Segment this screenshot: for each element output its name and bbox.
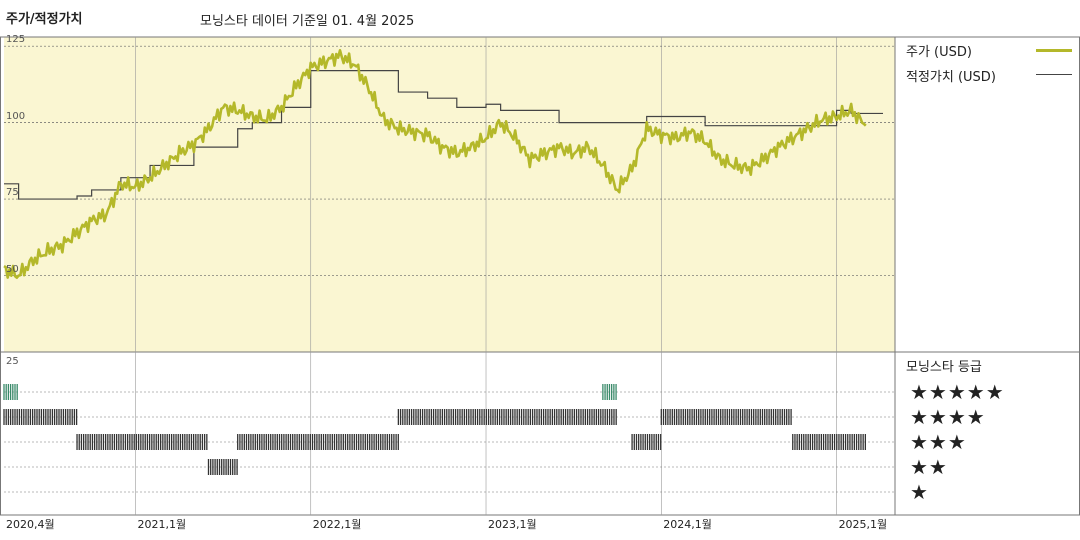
rating-title: 모닝스타 등급 — [906, 360, 982, 375]
rating-bar-3-star — [631, 434, 662, 450]
rating-level-4-stars: ★★★★ — [910, 405, 986, 429]
rating-bar-5-star — [3, 384, 18, 400]
x-tick-label: 2023,1월 — [488, 518, 537, 531]
rating-bar-3-star — [76, 434, 208, 450]
legend-fair-value-swatch — [1036, 74, 1072, 75]
rating-bar-3-star — [237, 434, 399, 450]
rating-bar-5-star — [602, 384, 617, 400]
rating-level-1-stars: ★ — [910, 480, 929, 504]
rating-bar-4-star — [3, 409, 78, 425]
rating-bar-3-star — [792, 434, 867, 450]
chart-background — [0, 36, 1080, 516]
rating-plot-area — [4, 352, 895, 515]
chart-series — [3, 49, 883, 279]
y-tick-label: 125 — [6, 34, 26, 46]
legend-price-swatch — [1036, 49, 1072, 52]
rating-bar-2-star — [207, 459, 238, 475]
rating-level-5-stars: ★★★★★ — [910, 380, 1005, 404]
legend-price-label: 주가 (USD) — [906, 45, 972, 60]
chart-left-title: 주가/적정가치 — [6, 12, 83, 27]
y-tick-label: 50 — [6, 263, 19, 275]
x-tick-label: 2022,1월 — [312, 518, 362, 531]
x-tick-label: 2025,1월 — [838, 518, 888, 531]
x-tick-label: 2024,1월 — [663, 518, 712, 531]
legend-fair-value: 적정가치 (USD) — [906, 66, 996, 85]
x-tick-label: 2021,1월 — [137, 518, 187, 531]
rating-bar-4-star — [660, 409, 792, 425]
price-line — [3, 49, 867, 279]
rating-bar-4-star — [397, 409, 617, 425]
price-plot-area — [4, 37, 895, 352]
legend-price: 주가 (USD) — [906, 41, 972, 60]
x-tick-label: 2020,4월 — [6, 518, 55, 531]
fair-value-line — [4, 70, 883, 200]
rating-level-2-stars: ★★ — [910, 455, 948, 479]
y-tick-label: 100 — [6, 110, 26, 122]
chart-subtitle: 모닝스타 데이터 기준일 01. 4월 2025 — [200, 14, 415, 29]
y-tick-label: 75 — [6, 187, 19, 199]
y-tick-label-min: 25 — [6, 356, 19, 367]
legend-fair-value-label: 적정가치 (USD) — [906, 70, 996, 85]
rating-level-3-stars: ★★★ — [910, 430, 967, 454]
rating-history — [3, 384, 867, 475]
